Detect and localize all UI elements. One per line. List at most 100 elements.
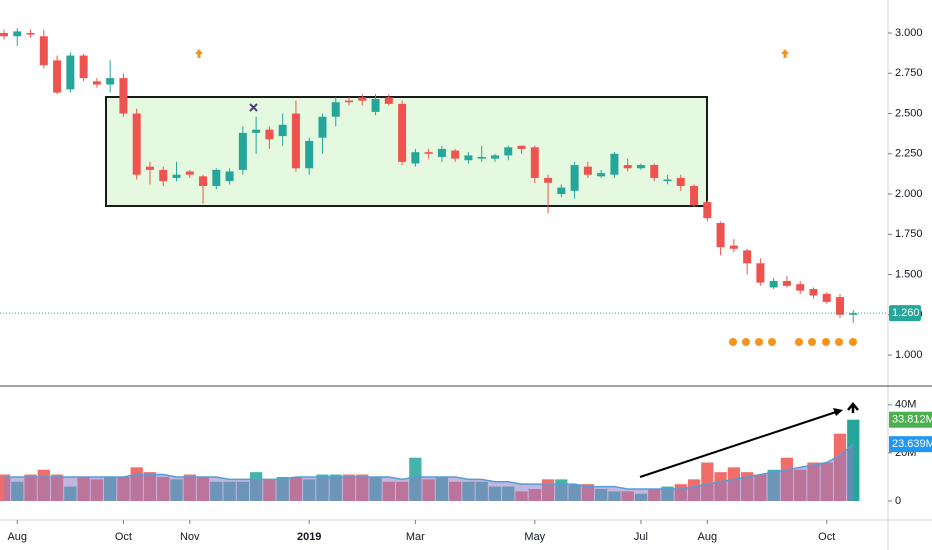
candle-body (0, 33, 8, 37)
candle-body (464, 155, 473, 161)
candle-body (530, 147, 539, 178)
candle-body (690, 185, 699, 206)
y-tick-label: 2.000 (895, 188, 923, 200)
y-tick-label: 2.500 (895, 107, 923, 119)
y-tick-label: 1.000 (895, 349, 923, 361)
candle-body (225, 171, 234, 182)
candle-body (92, 81, 101, 85)
volume-tag (889, 411, 932, 428)
candle-body (278, 124, 287, 137)
candle-body (570, 165, 579, 191)
candle-body (145, 166, 154, 170)
y-tick-label: 2.750 (895, 67, 923, 79)
trend-arrow-head (833, 408, 843, 416)
x-tick-label: Nov (180, 531, 200, 543)
y-tick-label: 1.750 (895, 228, 923, 240)
candle-body (252, 129, 261, 133)
candle-body (358, 97, 367, 101)
volume-ma-line (4, 443, 854, 490)
candle-body (729, 245, 738, 249)
annotations (195, 49, 859, 478)
x-tick-label: Aug (698, 531, 718, 543)
candle-body (79, 55, 88, 79)
up-arrow-marker (195, 49, 203, 58)
candle-body (53, 60, 62, 93)
candle-body (597, 173, 606, 177)
candle-body (13, 31, 22, 37)
x-tick-label: Oct (818, 531, 835, 543)
candle-body (265, 129, 274, 140)
candle-body (623, 165, 632, 169)
candle-body (132, 113, 141, 175)
candle-body (451, 150, 460, 159)
x-tick-label: May (524, 531, 545, 543)
volume-ma-tag-label: 23.639M (892, 438, 932, 450)
candle-body (212, 169, 221, 186)
x-marker (249, 103, 258, 112)
x-tick-label: Aug (7, 531, 27, 543)
candle-body (849, 313, 858, 315)
x-tick-label: Oct (115, 531, 132, 543)
candle-body (477, 156, 486, 159)
candle-body (345, 100, 354, 103)
candle-body (544, 177, 553, 183)
candle-body (66, 55, 75, 90)
candle-body (398, 103, 407, 162)
candle-body (703, 202, 712, 219)
y-tick-label: 1.500 (895, 268, 923, 280)
candle-body (199, 176, 208, 186)
volume-ma-tag (889, 436, 932, 453)
candle-body (650, 165, 659, 178)
candle-body (769, 280, 778, 288)
candle-body (610, 153, 619, 175)
candle-body (822, 293, 831, 302)
candle-body (424, 152, 433, 154)
candle-body (437, 148, 446, 157)
candle-body (676, 177, 685, 186)
volume-tag-label: 33.812M (892, 414, 932, 426)
candle-body (39, 36, 48, 66)
candle-body (159, 169, 168, 182)
candle-body (305, 140, 314, 169)
candle-body (318, 116, 327, 138)
candle-body (756, 263, 765, 283)
x-tick-label: 2019 (297, 531, 321, 543)
candle-body (557, 187, 566, 195)
range-box (105, 96, 708, 207)
candle-body (238, 132, 247, 170)
candle-body (716, 223, 725, 248)
up-arrow-marker (847, 402, 859, 413)
candle-body (796, 284, 805, 291)
candle-body (172, 174, 181, 178)
candle-body (291, 113, 300, 169)
y-tick-label: 2.250 (895, 148, 923, 160)
candle-body (504, 147, 513, 156)
candle-body (743, 250, 752, 264)
candle-body (490, 155, 499, 159)
candle-body (583, 166, 592, 175)
candle-body (331, 102, 340, 117)
volume-ma-area (4, 444, 854, 501)
candle-body (26, 33, 35, 35)
dot-markers (729, 338, 857, 346)
candle-body (106, 78, 115, 85)
x-tick-label: Mar (406, 531, 425, 543)
candle-body (119, 78, 128, 114)
y-tick-label: 0 (895, 495, 901, 507)
candle-body (384, 97, 393, 104)
candle-body (411, 152, 420, 164)
y-tick-label: 40M (895, 399, 916, 411)
candle-body (371, 99, 380, 112)
up-arrow-marker (781, 49, 789, 58)
y-tick-label: 3.000 (895, 27, 923, 39)
candle-body (836, 297, 845, 315)
last-price-tag (889, 305, 921, 322)
candle-body (636, 165, 645, 169)
plot (0, 28, 888, 501)
x-tick-label: Jul (634, 531, 648, 543)
trend-arrow (639, 411, 837, 478)
candle-body (185, 171, 194, 175)
candle-body (809, 289, 818, 296)
candle-body (663, 179, 672, 182)
